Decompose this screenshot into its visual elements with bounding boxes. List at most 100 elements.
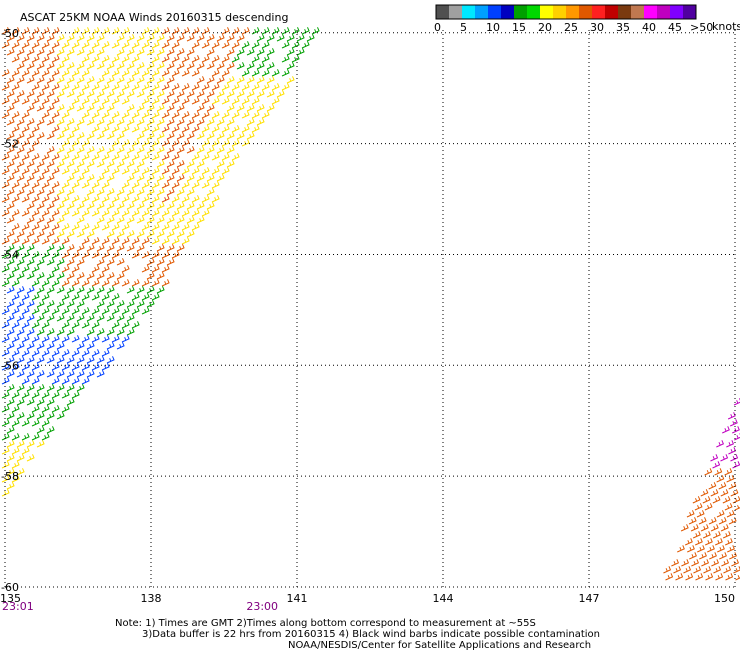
wind-barb (106, 146, 115, 154)
wind-barb (81, 111, 90, 119)
wind-barb (111, 279, 120, 287)
wind-barb (46, 202, 55, 210)
wind-barb (171, 83, 180, 91)
wind-barb (26, 384, 35, 392)
wind-barb (186, 174, 195, 182)
wind-barb (81, 293, 90, 301)
wind-barb (11, 27, 20, 35)
wind-barb (141, 27, 150, 35)
wind-barb (206, 146, 215, 154)
wind-barb (36, 258, 45, 266)
wind-barb (131, 125, 140, 133)
wind-barb (136, 286, 145, 294)
wind-barb (31, 405, 40, 413)
wind-barb (11, 41, 20, 49)
wind-barb (16, 76, 25, 84)
wind-barb (56, 34, 65, 42)
wind-barb (61, 279, 70, 287)
wind-barb (166, 216, 175, 224)
wind-barb (136, 90, 145, 98)
wind-barb (176, 202, 185, 210)
wind-barb (692, 496, 701, 504)
wind-barb (141, 83, 150, 91)
wind-barb (251, 27, 260, 35)
wind-barb (16, 384, 25, 392)
wind-barb (176, 188, 185, 196)
wind-barb (16, 174, 25, 182)
wind-barb (76, 384, 85, 392)
wind-barb (21, 97, 30, 105)
wind-barb (221, 41, 230, 49)
wind-barb (106, 314, 115, 322)
wind-barb (46, 370, 55, 378)
wind-barb (31, 139, 40, 147)
wind-barb (171, 153, 180, 161)
wind-barb (131, 195, 140, 203)
wind-barb (71, 195, 80, 203)
wind-barb (36, 384, 45, 392)
wind-barb (16, 412, 25, 420)
wind-barb (76, 356, 85, 364)
wind-barb (66, 34, 75, 42)
wind-barb (41, 69, 50, 77)
wind-barb (131, 181, 140, 189)
wind-barb (671, 559, 680, 567)
wind-barb (51, 349, 60, 357)
wind-barb (126, 328, 135, 336)
wind-barb (126, 174, 135, 182)
wind-barb (186, 48, 195, 56)
wind-barb (21, 209, 30, 217)
wind-barb (111, 55, 120, 63)
wind-barb (116, 244, 125, 252)
wind-barb (21, 153, 30, 161)
wind-barb (161, 195, 170, 203)
wind-barb (26, 230, 35, 238)
wind-barb (11, 209, 20, 217)
wind-barb (716, 475, 725, 483)
wind-barb (216, 174, 225, 182)
lat-tick-label: -56 (1, 359, 19, 372)
wind-barb (96, 118, 105, 126)
wind-barb (106, 244, 115, 252)
wind-barb (136, 244, 145, 252)
wind-barb (121, 335, 130, 343)
wind-barb (722, 531, 731, 539)
wind-barb (26, 244, 35, 252)
wind-barb (66, 62, 75, 70)
wind-barb (86, 286, 95, 294)
wind-barb (56, 258, 65, 266)
wind-barb (81, 223, 90, 231)
wind-barb (91, 307, 100, 315)
wind-barb (201, 195, 210, 203)
wind-barb (141, 279, 150, 287)
wind-barb (36, 412, 45, 420)
wind-barb (66, 132, 75, 140)
wind-barb (126, 62, 135, 70)
wind-barb (156, 230, 165, 238)
wind-barb (81, 209, 90, 217)
wind-barb (81, 69, 90, 77)
wind-barb (11, 461, 20, 469)
wind-barb (11, 419, 20, 427)
wind-barb (151, 27, 160, 35)
wind-barb (166, 174, 175, 182)
wind-barb (76, 258, 85, 266)
wind-barb (211, 83, 220, 91)
wind-barb (51, 41, 60, 49)
wind-barb (11, 111, 20, 119)
wind-barb (241, 97, 250, 105)
wind-barb (126, 76, 135, 84)
wind-barb (86, 370, 95, 378)
wind-barb (76, 132, 85, 140)
wind-barb (226, 146, 235, 154)
wind-barb (51, 125, 60, 133)
wind-barb (11, 405, 20, 413)
wind-barb (66, 272, 75, 280)
wind-barb (176, 244, 185, 252)
wind-barb (76, 174, 85, 182)
wind-barb (1, 209, 10, 217)
wind-barb (1, 321, 10, 329)
wind-barb (675, 573, 684, 581)
wind-barb (86, 62, 95, 70)
wind-barb (728, 482, 737, 490)
